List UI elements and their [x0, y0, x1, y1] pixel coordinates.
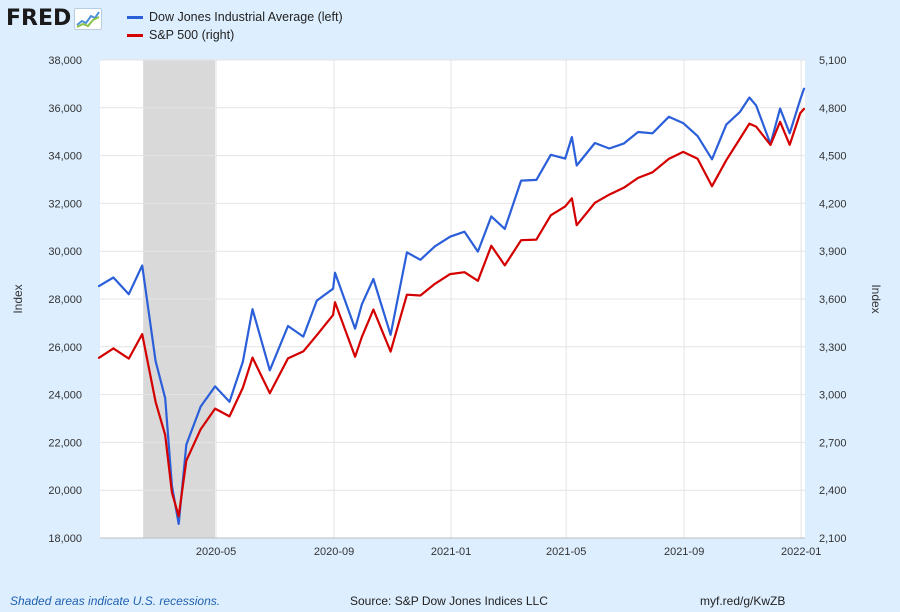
x-tick-label: 2021-05: [546, 546, 586, 558]
left-tick-label: 34,000: [48, 151, 82, 163]
left-tick-label: 32,000: [48, 198, 82, 210]
right-tick-label: 3,000: [819, 390, 847, 402]
left-tick-label: 30,000: [48, 246, 82, 258]
right-tick-label: 4,200: [819, 198, 847, 210]
left-tick-label: 28,000: [48, 294, 82, 306]
legend-label-dow: Dow Jones Industrial Average (left): [149, 10, 343, 24]
right-tick-label: 5,100: [819, 55, 847, 67]
right-tick-label: 2,700: [819, 437, 847, 449]
legend-item-sp500[interactable]: S&P 500 (right): [127, 26, 343, 44]
legend: Dow Jones Industrial Average (left) S&P …: [127, 8, 343, 44]
right-tick-label: 3,300: [819, 342, 847, 354]
chart-area: 18,000 20,000 22,000 24,000 26,000 28,000 30,0…: [11, 55, 883, 558]
left-tick-label: 22,000: [48, 437, 82, 449]
x-tick-label: 2020-05: [196, 546, 236, 558]
chart-icon: [74, 7, 103, 30]
sp500-line: [97, 107, 806, 518]
left-tick-label: 36,000: [48, 103, 82, 115]
left-tick-label: 38,000: [48, 55, 82, 67]
legend-swatch-dow: [127, 15, 143, 19]
right-tick-label: 3,900: [819, 246, 847, 258]
right-tick-label: 3,600: [819, 294, 847, 306]
short-link[interactable]: myf.red/g/KwZB: [700, 594, 786, 608]
fred-logo[interactable]: FRED: [6, 6, 103, 31]
left-tick-label: 20,000: [48, 485, 82, 497]
x-tick-label: 2021-09: [664, 546, 704, 558]
right-tick-label: 4,800: [819, 103, 847, 115]
recession-note: Shaded areas indicate U.S. recessions.: [10, 594, 221, 608]
right-tick-label: 2,100: [819, 533, 847, 545]
right-tick-label: 4,500: [819, 151, 847, 163]
left-tick-label: 26,000: [48, 342, 82, 354]
source-text: Source: S&P Dow Jones Indices LLC: [350, 594, 548, 608]
legend-item-dow[interactable]: Dow Jones Industrial Average (left): [127, 8, 343, 26]
legend-swatch-sp500: [127, 33, 143, 37]
legend-label-sp500: S&P 500 (right): [149, 28, 235, 42]
right-tick-label: 2,400: [819, 485, 847, 497]
right-axis-label: Index: [869, 284, 883, 313]
left-tick-label: 18,000: [48, 533, 82, 545]
left-axis-label: Index: [11, 284, 25, 313]
dow-jones-line: [97, 87, 806, 526]
left-tick-label: 24,000: [48, 390, 82, 402]
x-tick-label: 2020-09: [314, 546, 354, 558]
x-tick-label: 2022-01: [781, 546, 821, 558]
x-tick-label: 2021-01: [431, 546, 471, 558]
logo-text: FRED: [6, 6, 72, 31]
